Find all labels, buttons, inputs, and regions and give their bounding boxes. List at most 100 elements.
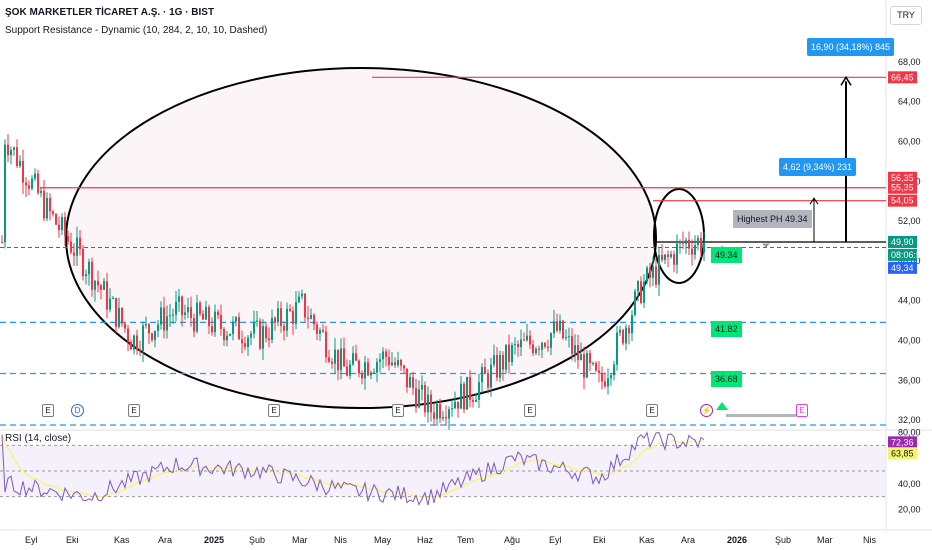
earnings-marker[interactable]: E: [392, 404, 404, 417]
candle: [538, 348, 540, 350]
time-tick: Eyl: [25, 535, 38, 545]
candle: [196, 302, 198, 332]
candle: [655, 266, 657, 285]
candle: [277, 308, 279, 323]
candle: [631, 314, 633, 334]
candle: [487, 373, 489, 388]
candle: [307, 317, 309, 319]
candle: [22, 160, 24, 183]
candle: [406, 368, 408, 388]
earnings-marker[interactable]: E: [42, 404, 54, 417]
candle: [649, 267, 651, 278]
candle: [274, 317, 276, 323]
candle: [547, 346, 549, 348]
candle: [673, 254, 675, 265]
candle: [451, 408, 453, 410]
candle: [526, 335, 528, 341]
price-axis-label: [888, 171, 917, 184]
candle: [613, 364, 615, 376]
time-tick: Şub: [249, 535, 265, 545]
candle: [310, 314, 312, 319]
price-axis-label: [888, 261, 917, 274]
candle: [616, 332, 618, 365]
candle: [601, 372, 603, 382]
candle: [637, 281, 639, 292]
price-tick: 44,00: [898, 296, 921, 306]
earnings-marker[interactable]: E: [268, 404, 280, 417]
candle: [445, 417, 447, 419]
time-tick: 2026: [727, 535, 747, 545]
time-tick: Mar: [817, 535, 833, 545]
symbol-title[interactable]: ŞOK MARKETLER TİCARET A.Ş. · 1G · BIST: [5, 7, 215, 18]
candle: [373, 372, 375, 374]
candle: [358, 360, 360, 374]
candle: [55, 213, 57, 225]
candle: [4, 144, 6, 243]
dividend-marker[interactable]: D: [71, 404, 84, 417]
earnings-marker[interactable]: E: [128, 404, 140, 417]
candle: [94, 280, 96, 290]
rsi-axis-label: [888, 447, 917, 460]
earnings-marker[interactable]: E: [524, 404, 536, 417]
candle: [139, 349, 141, 351]
candle: [397, 359, 399, 366]
candle: [589, 353, 591, 364]
candle: [34, 173, 36, 179]
candle: [622, 330, 624, 344]
candle: [640, 281, 642, 303]
price-axis-label: [888, 194, 917, 207]
earnings-marker[interactable]: E: [646, 404, 658, 417]
candle: [319, 330, 321, 334]
candle: [388, 357, 390, 366]
price-axis-label-text: 49,34: [891, 263, 914, 273]
rsi-ma-line: [1, 434, 705, 499]
time-tick: Şub: [775, 535, 791, 545]
candle: [220, 315, 222, 329]
candle: [658, 255, 660, 285]
candle: [421, 384, 423, 390]
candle: [514, 343, 516, 345]
candle: [337, 349, 339, 371]
candle: [250, 333, 252, 338]
candle: [100, 285, 102, 290]
ph-pointer: [762, 243, 770, 248]
candle: [499, 354, 501, 378]
highest-ph-label: Highest PH 49.34: [733, 210, 812, 228]
candle: [304, 293, 306, 318]
candle: [82, 248, 84, 277]
rsi-legend[interactable]: RSI (14, close): [5, 433, 72, 444]
price-tick: 64,00: [898, 97, 921, 107]
candle: [271, 317, 273, 341]
candle: [484, 367, 486, 374]
earnings-marker-upcoming[interactable]: E: [796, 404, 808, 417]
candle: [109, 298, 111, 310]
candle: [295, 302, 297, 324]
candle: [409, 377, 411, 388]
candle: [256, 320, 258, 322]
candle: [37, 173, 39, 193]
candle: [259, 320, 261, 349]
currency-button[interactable]: TRY: [890, 6, 922, 25]
candle: [163, 307, 165, 331]
time-tick: Ara: [681, 535, 695, 545]
rsi-axis-label-text: 72,36: [891, 437, 914, 447]
lightning-icon[interactable]: ⚡: [700, 404, 713, 417]
candle: [628, 327, 630, 334]
candle: [103, 281, 105, 290]
time-tick: Tem: [457, 535, 474, 545]
time-tick: Haz: [417, 535, 434, 545]
candle: [652, 266, 654, 278]
candle: [697, 238, 699, 246]
candle: [466, 376, 468, 410]
price-tick: 68,00: [898, 57, 921, 67]
indicator-legend[interactable]: Support Resistance - Dynamic (10, 284, 2…: [5, 25, 268, 36]
candle: [592, 362, 594, 364]
candle: [679, 241, 681, 244]
candle: [349, 364, 351, 376]
candle: [394, 362, 396, 366]
price-tick: 52,00: [898, 216, 921, 226]
candle: [376, 361, 378, 373]
candle: [340, 348, 342, 371]
candle: [667, 254, 669, 257]
